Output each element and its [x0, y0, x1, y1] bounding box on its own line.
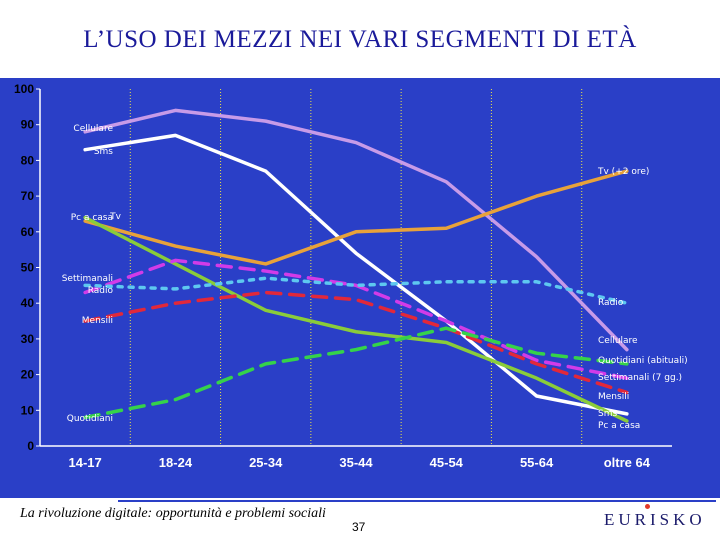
- end-label-quotidiani: Quotidiani (abituali): [598, 356, 688, 366]
- y-tick-label: 50: [21, 261, 35, 275]
- page-number: 37: [352, 520, 366, 534]
- series-line-quotidiani: [83, 326, 629, 420]
- series-line-mensili: [83, 290, 629, 395]
- footer-caption: La rivoluzione digitale: opportunità e p…: [20, 506, 326, 521]
- y-tick-label: 100: [14, 82, 34, 96]
- eurisko-logo: EURISKO: [604, 510, 706, 529]
- x-tick-label: 14-17: [69, 455, 102, 470]
- logo-dot: [645, 504, 650, 509]
- end-label-tv: Tv (+2 ore): [597, 167, 649, 177]
- x-tick-label: 45-54: [430, 455, 464, 470]
- x-tick-label: 25-34: [249, 455, 283, 470]
- y-tick-label: 30: [21, 332, 35, 346]
- end-label-cellulare: Cellulare: [598, 336, 638, 346]
- y-tick-label: 60: [21, 225, 35, 239]
- start-label-tv: Tv: [109, 212, 121, 222]
- y-tick-label: 0: [27, 439, 34, 453]
- series-line-cellulare: [83, 108, 629, 352]
- start-label-radio: Radio: [88, 286, 114, 296]
- start-label-pc: Pc a casa: [71, 213, 113, 223]
- y-tick-label: 10: [21, 403, 35, 417]
- x-tick-label: 18-24: [159, 455, 193, 470]
- y-tick-label: 70: [21, 189, 35, 203]
- y-tick-label: 80: [21, 153, 35, 167]
- series-line-sms: [83, 133, 629, 416]
- end-label-mensili: Mensili: [598, 392, 629, 402]
- series-line-tv: [83, 169, 629, 266]
- y-tick-label: 90: [21, 118, 35, 132]
- series-line-settimanali: [83, 258, 629, 380]
- start-label-settimanali: Settimanali: [62, 274, 113, 284]
- start-label-quotidiani: Quotidiani: [67, 414, 113, 424]
- y-tick-label: 40: [21, 296, 35, 310]
- start-label-cellulare: Cellulare: [73, 124, 113, 134]
- end-label-sms: Sms: [598, 409, 617, 419]
- end-label-radio: Settimanali (7 gg.): [598, 373, 682, 383]
- start-label-mensili: Mensili: [82, 316, 113, 326]
- line-chart: 0 10 20 30 40 50 60 70 80 90 100 14-17 18-24 25-34 35-…: [14, 82, 688, 470]
- series-line-pc: [83, 215, 629, 423]
- footer-divider: [118, 500, 716, 502]
- chart-area: 0 10 20 30 40 50 60 70 80 90 100 14-17 18-24 25-34 35-…: [0, 78, 720, 498]
- y-tick-label: 20: [21, 368, 35, 382]
- x-tick-label: 35-44: [339, 455, 373, 470]
- page-title: L’USO DEI MEZZI NEI VARI SEGMENTI DI ETÀ: [83, 26, 637, 53]
- x-tick-label: 55-64: [520, 455, 554, 470]
- end-label-settimanali: Radio: [598, 298, 624, 308]
- series-line-radio: [83, 276, 629, 305]
- start-label-sms: Sms: [94, 147, 113, 157]
- x-tick-label: oltre 64: [604, 455, 651, 470]
- end-label-pc: Pc a casa: [598, 421, 640, 431]
